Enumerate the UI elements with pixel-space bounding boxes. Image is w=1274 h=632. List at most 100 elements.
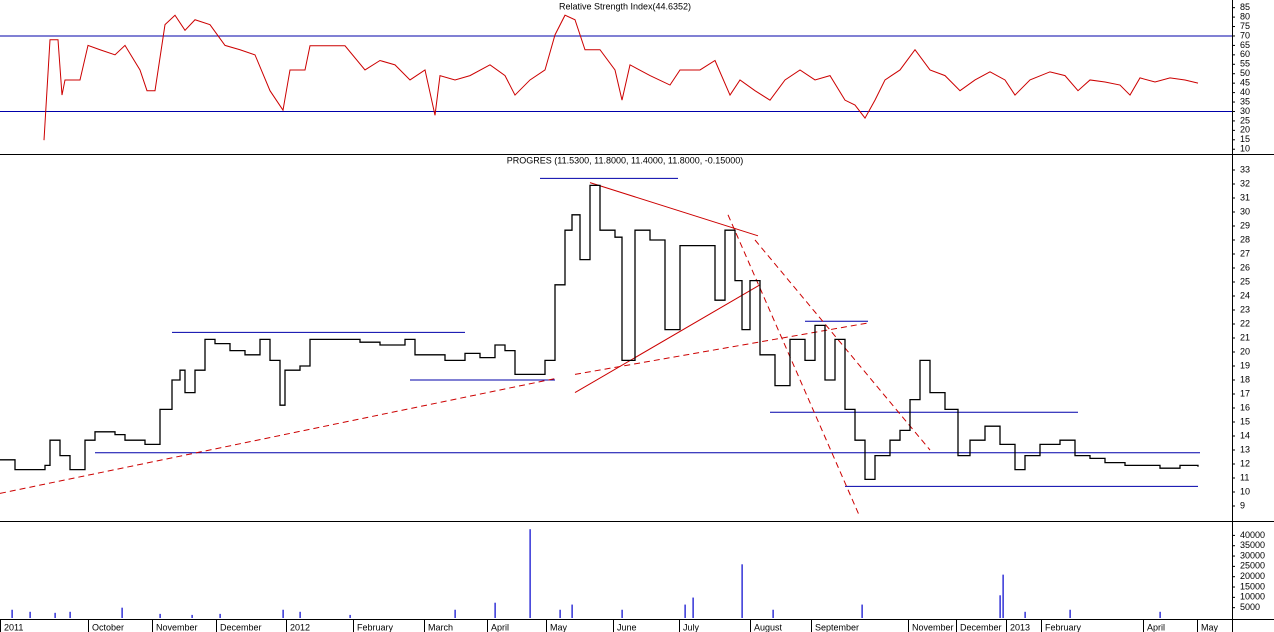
y-tick-label: 32 [1240, 178, 1250, 188]
y-tick-label: 21 [1240, 332, 1250, 342]
y-tick-label: 45 [1240, 78, 1250, 88]
y-tick-label: 28 [1240, 234, 1250, 244]
x-tick-label: February [357, 622, 394, 632]
x-tick-label: 2012 [290, 622, 310, 632]
y-tick-label: 40 [1240, 87, 1250, 97]
volume-bar [1024, 611, 1026, 618]
y-tick-label: 33 [1240, 164, 1250, 174]
y-tick-label: 12 [1240, 458, 1250, 468]
volume-bar [571, 604, 573, 618]
y-tick-label: 65 [1240, 40, 1250, 50]
x-tick-label: May [550, 622, 568, 632]
volume-bar [121, 607, 123, 618]
rsi-line [43, 14, 1199, 141]
y-tick-label: 20 [1240, 346, 1250, 356]
y-tick-label: 14 [1240, 430, 1250, 440]
volume-bar [1159, 611, 1161, 618]
y-tick-label: 10000 [1240, 592, 1265, 602]
y-tick-label: 35 [1240, 96, 1250, 106]
volume-bar [349, 614, 351, 618]
y-tick-label: 15000 [1240, 581, 1265, 591]
y-tick-label: 20000 [1240, 571, 1265, 581]
y-tick-label: 30 [1240, 106, 1250, 116]
y-tick-label: 24 [1240, 290, 1250, 300]
y-tick-label: 22 [1240, 318, 1250, 328]
y-tick-label: 19 [1240, 360, 1250, 370]
x-tick-label: April [491, 622, 509, 632]
y-tick-label: 31 [1240, 192, 1250, 202]
y-tick-label: 30 [1240, 206, 1250, 216]
volume-bar [159, 613, 161, 618]
y-tick-label: 25 [1240, 115, 1250, 125]
y-tick-label: 25 [1240, 276, 1250, 286]
volume-bar [219, 613, 221, 618]
x-tick-label: March [428, 622, 453, 632]
volume-bar [1002, 574, 1004, 618]
x-tick-label: December [960, 622, 1002, 632]
volume-bar [772, 609, 774, 618]
rsi-title: Relative Strength Index(44.6352) [559, 1, 691, 11]
y-tick-label: 40000 [1240, 530, 1265, 540]
volume-bar [684, 604, 686, 618]
volume-bar [741, 564, 743, 618]
x-tick-label: 2011 [4, 622, 23, 632]
y-tick-label: 10 [1240, 486, 1250, 496]
y-tick-label: 17 [1240, 388, 1250, 398]
volume-bar [999, 595, 1001, 618]
volume-bar [454, 609, 456, 618]
trend-line [754, 239, 931, 451]
volume-bar [861, 604, 863, 618]
y-tick-label: 18 [1240, 374, 1250, 384]
y-tick-label: 75 [1240, 21, 1250, 31]
trend-line [574, 284, 761, 394]
volume-bar [1069, 609, 1071, 618]
x-tick-label: April [1147, 622, 1165, 632]
trend-line [0, 378, 556, 494]
price-line [0, 184, 1199, 481]
trend-line [727, 214, 861, 518]
volume-bar [494, 602, 496, 618]
volume-bar [621, 609, 623, 618]
y-tick-label: 85 [1240, 2, 1250, 12]
x-tick-label: October [92, 622, 124, 632]
volume-bar [529, 529, 531, 618]
volume-bar [559, 609, 561, 618]
y-tick-label: 25000 [1240, 561, 1265, 571]
volume-bar [299, 611, 301, 618]
y-tick-label: 15 [1240, 134, 1250, 144]
volume-bar [692, 597, 694, 618]
y-tick-label: 9 [1240, 500, 1245, 510]
trend-line [589, 182, 759, 237]
volume-bar [11, 609, 13, 618]
y-tick-label: 60 [1240, 49, 1250, 59]
x-tick-label: February [1045, 622, 1082, 632]
y-tick-label: 26 [1240, 262, 1250, 272]
x-tick-label: July [683, 622, 700, 632]
y-tick-label: 35000 [1240, 540, 1265, 550]
y-tick-label: 20 [1240, 125, 1250, 135]
volume-bar [29, 611, 31, 618]
price-title: PROGRES (11.5300, 11.8000, 11.4000, 11.8… [507, 155, 744, 165]
y-tick-label: 29 [1240, 220, 1250, 230]
x-tick-label: November [156, 622, 198, 632]
x-tick-label: December [220, 622, 262, 632]
y-tick-label: 11 [1240, 472, 1249, 482]
volume-bar [54, 612, 56, 618]
y-tick-label: 13 [1240, 444, 1250, 454]
y-tick-label: 70 [1240, 30, 1250, 40]
y-tick-label: 23 [1240, 304, 1250, 314]
volume-bar [282, 609, 284, 618]
x-tick-label: August [754, 622, 783, 632]
x-tick-label: September [815, 622, 859, 632]
y-tick-label: 5000 [1240, 602, 1260, 612]
y-tick-label: 55 [1240, 59, 1250, 69]
y-tick-label: 27 [1240, 248, 1250, 258]
y-tick-label: 50 [1240, 68, 1250, 78]
y-tick-label: 80 [1240, 11, 1250, 21]
y-tick-label: 16 [1240, 402, 1250, 412]
y-tick-label: 30000 [1240, 550, 1265, 560]
volume-bar [69, 611, 71, 618]
x-tick-label: November [912, 622, 954, 632]
